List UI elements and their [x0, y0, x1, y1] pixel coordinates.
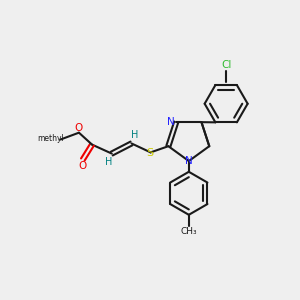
Text: O: O: [78, 161, 86, 171]
Text: O: O: [74, 123, 82, 133]
Text: S: S: [146, 148, 154, 158]
Text: H: H: [105, 157, 112, 167]
Text: methyl: methyl: [38, 134, 64, 143]
Text: Cl: Cl: [221, 61, 231, 70]
Text: H: H: [131, 130, 138, 140]
Text: CH₃: CH₃: [181, 227, 197, 236]
Text: N: N: [185, 156, 193, 166]
Text: N: N: [167, 117, 175, 127]
